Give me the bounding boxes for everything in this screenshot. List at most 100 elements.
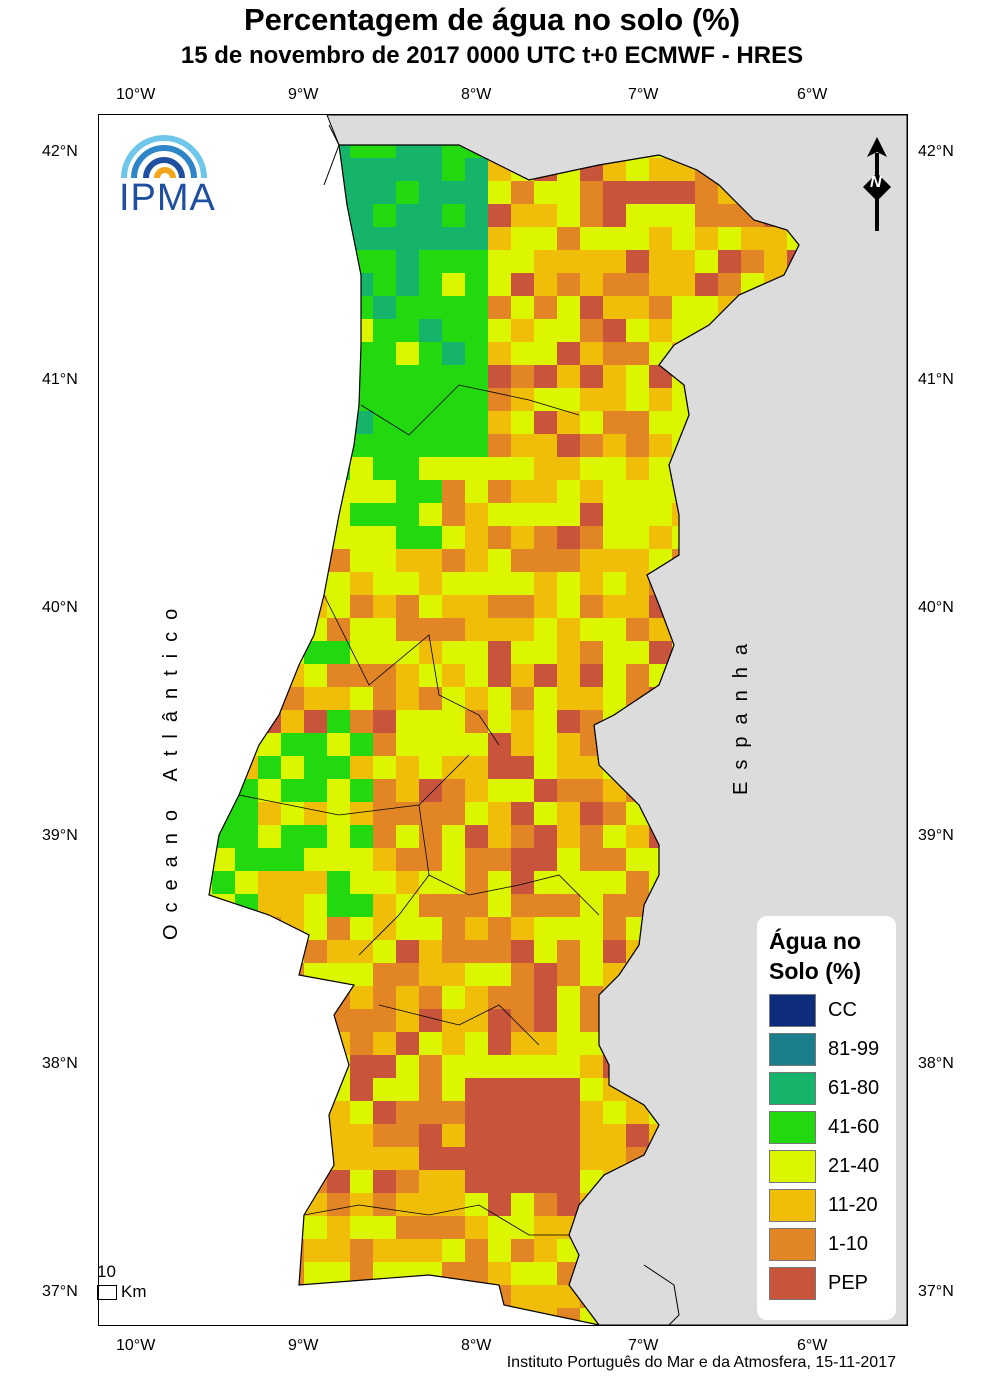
grid-cell (327, 733, 351, 757)
legend-title-line1: Água no (769, 928, 861, 954)
grid-cell (419, 1239, 443, 1263)
grid-cell (488, 457, 512, 481)
grid-cell (626, 227, 650, 251)
grid-cell (442, 986, 466, 1010)
grid-cell (373, 1009, 397, 1033)
grid-cell (580, 1032, 604, 1056)
grid-cell (373, 871, 397, 895)
grid-cell (350, 181, 374, 205)
grid-cell (488, 342, 512, 366)
grid-cell (212, 756, 236, 780)
grid-cell (557, 572, 581, 596)
grid-cell (373, 1124, 397, 1148)
grid-cell (442, 1124, 466, 1148)
grid-cell (396, 296, 420, 320)
grid-cell (649, 158, 673, 182)
grid-cell (212, 664, 236, 688)
grid-cell (419, 1285, 443, 1309)
grid-cell (209, 250, 213, 274)
grid-cell (511, 503, 535, 527)
grid-cell (304, 250, 328, 274)
grid-cell (304, 480, 328, 504)
grid-cell (304, 342, 328, 366)
grid-cell (281, 181, 305, 205)
grid-cell (235, 848, 259, 872)
grid-cell (327, 618, 351, 642)
grid-cell (350, 641, 374, 665)
grid-cell (281, 434, 305, 458)
grid-cell (511, 1262, 535, 1286)
grid-cell (373, 756, 397, 780)
grid-cell (212, 480, 236, 504)
grid-cell (304, 1009, 328, 1033)
grid-cell (557, 1055, 581, 1079)
grid-cell (511, 595, 535, 619)
grid-cell (327, 779, 351, 803)
grid-cell (304, 1055, 328, 1079)
grid-cell (557, 250, 581, 274)
grid-cell (373, 595, 397, 619)
grid-cell (419, 618, 443, 642)
grid-cell (442, 250, 466, 274)
lat-tick-left: 39°N (42, 827, 78, 844)
grid-cell (488, 1124, 512, 1148)
grid-cell (396, 1170, 420, 1194)
grid-cell (350, 779, 374, 803)
grid-cell (327, 526, 351, 550)
grid-cell (304, 145, 328, 159)
grid-cell (442, 940, 466, 964)
grid-cell (209, 296, 213, 320)
grid-cell (258, 319, 282, 343)
grid-cell (281, 825, 305, 849)
grid-cell (281, 986, 305, 1010)
grid-cell (580, 779, 604, 803)
grid-cell (603, 848, 627, 872)
grid-cell (327, 664, 351, 688)
grid-cell (488, 940, 512, 964)
grid-cell (534, 388, 558, 412)
grid-cell (350, 1216, 374, 1240)
grid-cell (373, 1285, 397, 1309)
grid-cell (281, 1055, 305, 1079)
grid-cell (396, 710, 420, 734)
grid-cell (580, 388, 604, 412)
grid-cell (419, 457, 443, 481)
grid-cell (304, 664, 328, 688)
grid-cell (534, 526, 558, 550)
grid-cell (511, 848, 535, 872)
grid-cell (281, 756, 305, 780)
grid-cell (235, 1124, 259, 1148)
grid-cell (258, 779, 282, 803)
grid-cell (281, 1009, 305, 1033)
lon-tick-top: 6°W (797, 86, 828, 103)
grid-cell (327, 595, 351, 619)
grid-cell (603, 595, 627, 619)
grid-cell (235, 1032, 259, 1056)
grid-cell (373, 1239, 397, 1263)
grid-cell (488, 1193, 512, 1217)
grid-cell (603, 1101, 627, 1125)
grid-cell (557, 894, 581, 918)
grid-cell (419, 641, 443, 665)
grid-cell (396, 365, 420, 389)
grid-cell (534, 1262, 558, 1286)
grid-cell (212, 250, 236, 274)
grid-cell (488, 733, 512, 757)
grid-cell (304, 1262, 328, 1286)
grid-cell (649, 319, 673, 343)
grid-cell (465, 664, 489, 688)
grid-cell (281, 503, 305, 527)
grid-cell (465, 526, 489, 550)
grid-cell (212, 1308, 236, 1325)
grid-cell (281, 457, 305, 481)
grid-cell (534, 940, 558, 964)
grid-cell (580, 457, 604, 481)
grid-cell (419, 687, 443, 711)
grid-cell (534, 848, 558, 872)
grid-cell (442, 1216, 466, 1240)
grid-cell (327, 296, 351, 320)
grid-cell (419, 1009, 443, 1033)
grid-cell (373, 250, 397, 274)
grid-cell (419, 1032, 443, 1056)
grid-cell (465, 756, 489, 780)
